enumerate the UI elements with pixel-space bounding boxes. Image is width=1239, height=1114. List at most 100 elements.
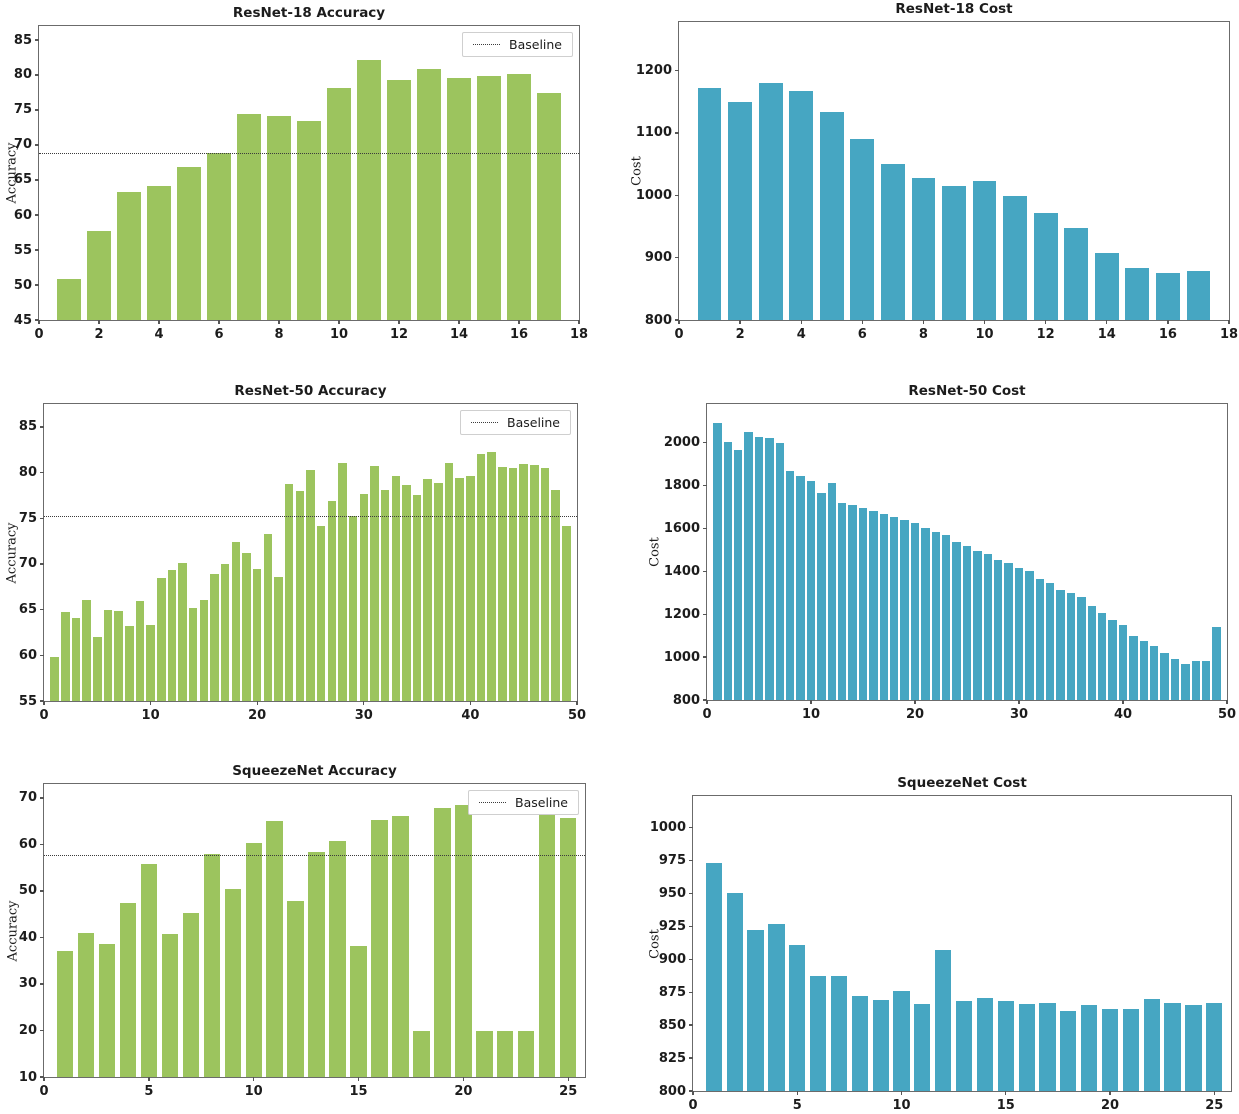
- x-tick-label: 30: [354, 708, 373, 723]
- bar: [713, 423, 722, 700]
- y-tick: [35, 319, 39, 321]
- bar: [455, 805, 472, 1077]
- bar: [444, 462, 454, 701]
- bar: [562, 526, 571, 701]
- bar: [447, 77, 471, 320]
- y-tick: [689, 859, 693, 862]
- x-tick: [158, 320, 160, 324]
- y-tick-label: 20: [18, 1022, 37, 1038]
- x-tick: [398, 320, 400, 324]
- bar: [147, 185, 171, 320]
- bar: [1098, 613, 1107, 700]
- bar: [476, 454, 486, 701]
- y-tick: [40, 797, 44, 799]
- bar: [487, 452, 496, 701]
- bar: [747, 930, 764, 1091]
- bar: [1129, 635, 1138, 700]
- bar: [455, 478, 464, 701]
- y-tick: [40, 983, 44, 985]
- y-tick: [689, 1057, 693, 1059]
- bar: [380, 489, 390, 701]
- bar: [224, 889, 241, 1077]
- x-tick: [1226, 700, 1228, 704]
- y-tick-label: 55: [18, 693, 37, 709]
- x-tick-label: 6: [214, 327, 224, 342]
- y-tick: [35, 179, 39, 181]
- y-tick-label: 45: [13, 312, 32, 328]
- x-tick-label: 0: [39, 708, 49, 723]
- y-tick: [35, 214, 39, 216]
- x-tick-label: 14: [1097, 327, 1116, 342]
- panel-squeezenet-accuracy: SqueezeNet Accuracy Accuracy 10 20 30 40 50 6…: [6, 763, 586, 1099]
- x-tick: [458, 320, 460, 324]
- bar: [434, 482, 443, 701]
- y-tick-label: 75: [13, 102, 32, 118]
- bar: [1186, 271, 1211, 320]
- bar: [1056, 589, 1065, 700]
- bar: [252, 569, 262, 701]
- y-tick: [40, 517, 44, 519]
- x-tick-label: 10: [892, 1098, 911, 1113]
- y-tick-label: 65: [13, 172, 32, 188]
- y-tick-label: 60: [18, 836, 37, 852]
- x-tick: [1018, 700, 1020, 704]
- y-tick: [40, 426, 44, 428]
- x-tick-label: 6: [857, 327, 867, 342]
- x-tick-label: 30: [1009, 707, 1029, 722]
- bar: [167, 570, 177, 701]
- bar: [210, 573, 219, 701]
- x-tick-label: 0: [39, 1084, 49, 1099]
- bar: [827, 483, 836, 700]
- y-axis-label: Accuracy: [4, 522, 20, 583]
- bar: [1025, 571, 1034, 700]
- x-tick-label: 15: [996, 1098, 1015, 1113]
- x-tick: [1005, 1091, 1007, 1095]
- x-tick: [256, 701, 258, 705]
- y-tick: [40, 700, 44, 702]
- x-tick-label: 25: [1205, 1098, 1224, 1113]
- bar: [125, 626, 134, 701]
- bar: [537, 92, 561, 320]
- x-tick-label: 0: [702, 707, 712, 722]
- bar: [1039, 1002, 1056, 1091]
- y-tick-label: 800: [658, 1083, 686, 1099]
- x-tick-label: 15: [349, 1084, 368, 1099]
- x-tick: [1122, 700, 1124, 704]
- x-tick: [1213, 1091, 1215, 1095]
- bar: [371, 820, 388, 1077]
- bar: [329, 840, 346, 1077]
- x-tick: [983, 320, 986, 324]
- y-tick: [689, 1024, 693, 1026]
- bar: [177, 167, 201, 320]
- y-tick-label: 875: [658, 984, 686, 1000]
- bar: [114, 611, 123, 701]
- bar: [1035, 578, 1044, 700]
- x-tick: [567, 1077, 569, 1081]
- bar: [551, 489, 560, 701]
- bar: [1014, 568, 1024, 700]
- bar: [287, 901, 304, 1077]
- bar: [1064, 227, 1089, 320]
- bar: [1066, 592, 1076, 700]
- bar: [1077, 597, 1086, 700]
- bar: [1122, 1009, 1140, 1091]
- y-tick-label: 1800: [663, 478, 700, 493]
- x-tick-label: 4: [154, 327, 164, 342]
- x-tick-label: 8: [918, 327, 928, 342]
- x-tick: [1109, 1091, 1111, 1095]
- bar: [911, 178, 936, 320]
- x-tick: [1106, 320, 1108, 324]
- bar: [830, 976, 848, 1091]
- baseline-line: [44, 854, 585, 856]
- y-tick-label: 70: [13, 137, 32, 153]
- legend: Baseline: [460, 410, 571, 435]
- chart-title: ResNet-18 Cost: [895, 1, 1013, 17]
- bar: [754, 437, 764, 700]
- bar: [348, 516, 358, 701]
- y-tick: [40, 608, 44, 611]
- x-tick-label: 10: [244, 1084, 263, 1099]
- y-tick-label: 1200: [663, 606, 700, 622]
- bar: [119, 902, 137, 1077]
- bar: [391, 476, 401, 701]
- bar: [188, 607, 198, 701]
